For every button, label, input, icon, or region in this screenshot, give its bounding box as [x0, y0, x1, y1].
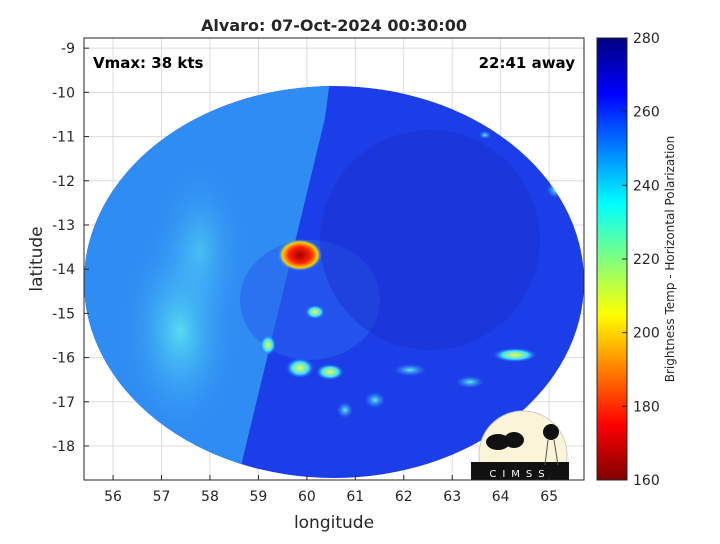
- y-tick-label: -17: [52, 395, 75, 411]
- colorbar-tick-label: 240: [633, 178, 660, 194]
- y-tick-label: -11: [52, 130, 75, 146]
- x-tick-label: 57: [153, 489, 171, 505]
- y-tick-label: -9: [61, 41, 75, 57]
- x-axis-label: longitude: [294, 513, 374, 533]
- x-tick-label: 60: [298, 489, 316, 505]
- chart-title: Alvaro: 07-Oct-2024 00:30:00: [201, 16, 467, 35]
- y-tick-label: -14: [52, 262, 75, 278]
- x-tick-label: 59: [250, 489, 268, 505]
- y-tick-label: -15: [52, 306, 75, 322]
- colorbar-label: Brightness Temp - Horizontal Polarizatio…: [663, 136, 677, 383]
- x-ticks: 56 57 58 59 60 61 62 63 64 65: [104, 475, 558, 505]
- colorbar-tick-label: 160: [633, 473, 660, 489]
- colorbar-tick-label: 280: [633, 31, 660, 47]
- cimss-logo: CIMSS: [471, 410, 569, 480]
- x-tick-label: 61: [346, 489, 364, 505]
- y-tick-label: -18: [52, 439, 75, 455]
- y-axis-label: latitude: [27, 226, 47, 291]
- time-away-annotation: 22:41 away: [479, 54, 576, 72]
- y-ticks: -9 -10 -11 -12 -13 -14 -15 -16 -17 -18: [52, 41, 89, 455]
- x-tick-label: 58: [201, 489, 219, 505]
- x-tick-label: 62: [395, 489, 413, 505]
- colorbar-ticks: 160 180 200 220 240 260 280: [622, 31, 660, 489]
- svg-text:CIMSS: CIMSS: [489, 469, 550, 480]
- x-tick-label: 64: [492, 489, 510, 505]
- x-tick-label: 63: [443, 489, 461, 505]
- y-tick-label: -10: [52, 85, 75, 101]
- colorbar-tick-label: 260: [633, 105, 660, 121]
- y-tick-label: -13: [52, 218, 75, 234]
- colorbar-tick-label: 180: [633, 399, 660, 415]
- satellite-image: CIMSS: [84, 86, 584, 480]
- colorbar-tick-label: 200: [633, 326, 660, 342]
- vmax-annotation: Vmax: 38 kts: [93, 54, 203, 72]
- x-tick-label: 65: [540, 489, 558, 505]
- y-tick-label: -12: [52, 174, 75, 190]
- y-tick-label: -16: [52, 351, 75, 367]
- colorbar-tick-label: 220: [633, 252, 660, 268]
- x-tick-label: 56: [104, 489, 122, 505]
